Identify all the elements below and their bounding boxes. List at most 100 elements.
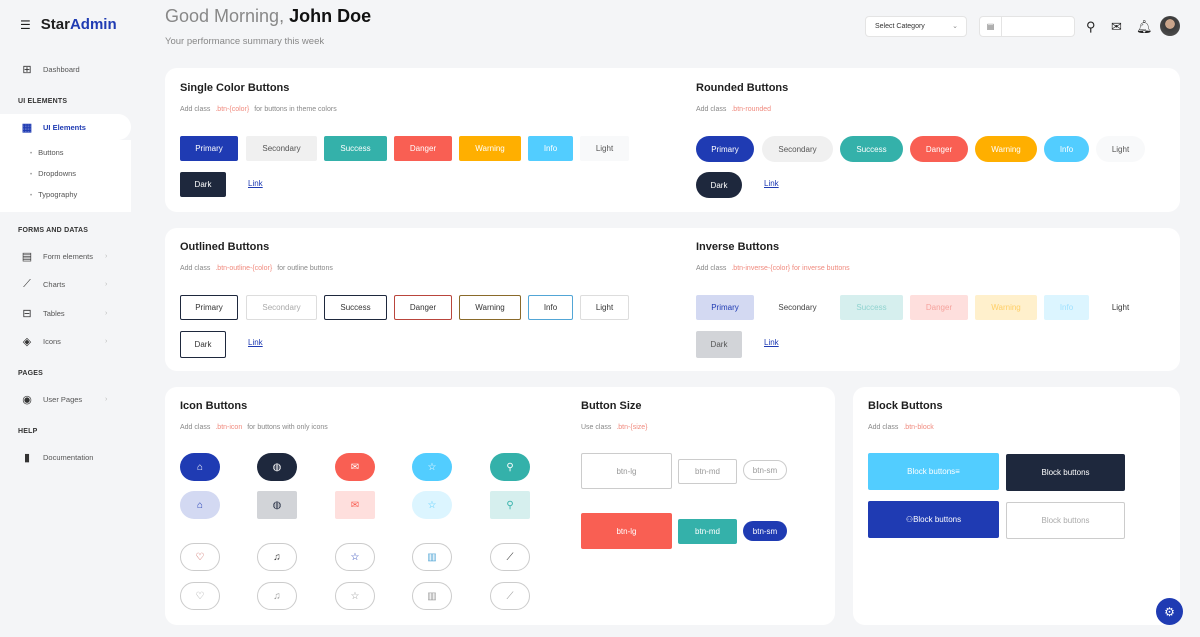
settings-gear-icon[interactable]: ⚙ [1156, 598, 1183, 625]
globe-icon-button-inverse[interactable]: ◍ [257, 491, 297, 519]
inverse-info-button[interactable]: Info [1044, 295, 1089, 320]
size-outline-btn-lg-button[interactable]: btn-lg [581, 453, 672, 489]
search-icon[interactable]: ⚲ [1086, 19, 1096, 34]
size-solid-btn-lg-button[interactable]: btn-lg [581, 513, 672, 549]
section-label: FORMS AND DATAS [18, 227, 89, 234]
sidebar-item-charts[interactable]: ⟋ Charts › [0, 271, 131, 297]
block-button-label: Block buttons [1041, 516, 1090, 525]
form-icon: ▤ [21, 250, 33, 263]
brand[interactable]: ☰ StarAdmin [20, 16, 117, 33]
solid-dark-button[interactable]: Dark [180, 172, 226, 197]
category-select[interactable]: Select Category ⌄ [865, 16, 967, 37]
map-pin-icon-button-inverse[interactable]: ⚲ [490, 491, 530, 519]
outline-danger-button[interactable]: Danger [394, 295, 452, 320]
round-danger-button[interactable]: Danger [910, 136, 968, 162]
sidebar-item-tables[interactable]: ⊟ Tables › [0, 300, 131, 326]
sidebar-item-icons[interactable]: ◈ Icons › [0, 328, 131, 354]
round-dark-button[interactable]: Dark [696, 172, 742, 198]
size-outline-btn-sm-button[interactable]: btn-sm [743, 460, 787, 480]
star-icon-button[interactable]: ☆ [335, 543, 375, 571]
size-solid-btn-sm-button[interactable]: btn-sm [743, 521, 787, 541]
inverse-light-button[interactable]: Light [1096, 295, 1145, 320]
date-picker[interactable]: ▤ [979, 16, 1075, 37]
home-icon-button[interactable]: ⌂ [180, 453, 220, 481]
date-input[interactable] [1003, 18, 1073, 35]
star-icon-button[interactable]: ☆ [412, 453, 452, 481]
block-button-3[interactable]: ⚇ Block buttons [868, 501, 999, 538]
inverse-danger-button[interactable]: Danger [910, 295, 968, 320]
music-icon-button-outline[interactable]: ♫ [257, 582, 297, 610]
round-info-button[interactable]: Info [1044, 136, 1089, 162]
solid-success-button[interactable]: Success [324, 136, 387, 161]
menu-toggle-icon[interactable]: ☰ [20, 17, 31, 32]
grid-icon: ⊞ [22, 63, 32, 76]
inverse-secondary-button[interactable]: Secondary [762, 295, 833, 320]
block-button-1[interactable]: Block buttons ≡ [868, 453, 999, 490]
submenu-item-typography[interactable]: Typography [30, 190, 77, 199]
category-select-value: Select Category [875, 23, 925, 30]
outline-secondary-button[interactable]: Secondary [246, 295, 317, 320]
submenu-item-dropdowns[interactable]: Dropdowns [30, 169, 76, 178]
globe-icon-button[interactable]: ◍ [257, 453, 297, 481]
solid-warning-button[interactable]: Warning [459, 136, 521, 161]
mail-icon[interactable]: ✉ [1111, 19, 1122, 34]
avatar[interactable] [1160, 16, 1180, 36]
outline-primary-button[interactable]: Primary [180, 295, 238, 320]
round-link-button[interactable]: Link [764, 179, 779, 188]
sidebar-item-dashboard[interactable]: ⊞ Dashboard [0, 56, 131, 82]
sidebar-item-label: Dashboard [43, 64, 80, 74]
solid-secondary-button[interactable]: Secondary [246, 136, 317, 161]
section-label: PAGES [18, 370, 43, 377]
trending-up-icon-button-outline[interactable]: ⟋ [490, 582, 530, 610]
outline-warning-button[interactable]: Warning [459, 295, 521, 320]
size-solid-btn-md-button[interactable]: btn-md [678, 518, 737, 544]
round-warning-button[interactable]: Warning [975, 136, 1037, 162]
outline-success-button[interactable]: Success [324, 295, 387, 320]
outline-link-button[interactable]: Link [248, 338, 263, 347]
sidebar-item-user-pages[interactable]: ◉ User Pages › [0, 386, 131, 412]
mail-icon-button[interactable]: ✉ [335, 453, 375, 481]
home-icon-button-inverse[interactable]: ⌂ [180, 491, 220, 519]
solid-link-button[interactable]: Link [248, 179, 263, 188]
bar-chart-icon-button-outline[interactable]: ▥ [412, 582, 452, 610]
inverse-success-button[interactable]: Success [840, 295, 903, 320]
star-icon-button-outline[interactable]: ☆ [335, 582, 375, 610]
inverse-dark-button[interactable]: Dark [696, 331, 742, 358]
trending-up-icon-button[interactable]: ⟋ [490, 543, 530, 571]
chevron-right-icon: › [105, 395, 108, 403]
card-description: Use class .btn-{size} [581, 424, 652, 431]
outline-info-button[interactable]: Info [528, 295, 573, 320]
round-success-button[interactable]: Success [840, 136, 903, 162]
solid-info-button[interactable]: Info [528, 136, 573, 161]
bell-icon[interactable]: 🔔︎ [1136, 19, 1153, 34]
music-icon-button[interactable]: ♫ [257, 543, 297, 571]
submenu-item-buttons[interactable]: Buttons [30, 148, 63, 157]
outline-light-button[interactable]: Light [580, 295, 629, 320]
block-button-label: Block buttons [1041, 468, 1090, 477]
heart-icon-button[interactable]: ♡ [180, 543, 220, 571]
heart-icon-button-outline[interactable]: ♡ [180, 582, 220, 610]
mail-icon-button-inverse[interactable]: ✉ [335, 491, 375, 519]
round-primary-button[interactable]: Primary [696, 136, 754, 162]
layout-icon: ▦ [21, 121, 33, 134]
round-secondary-button[interactable]: Secondary [762, 136, 833, 162]
block-button-2[interactable]: Block buttons [1006, 454, 1125, 491]
map-pin-icon-button[interactable]: ⚲ [490, 453, 530, 481]
inverse-primary-button[interactable]: Primary [696, 295, 754, 320]
sidebar-item-ui-elements[interactable]: ▦ UI Elements [0, 114, 131, 140]
outline-dark-button[interactable]: Dark [180, 331, 226, 358]
block-button-4[interactable]: Block buttons [1006, 502, 1125, 539]
chevron-down-icon: ⌄ [952, 23, 958, 30]
bar-chart-icon-button[interactable]: ▥ [412, 543, 452, 571]
round-light-button[interactable]: Light [1096, 136, 1145, 162]
sidebar-item-documentation[interactable]: ▮ Documentation [0, 444, 131, 470]
sidebar-item-form-elements[interactable]: ▤ Form elements › [0, 243, 131, 269]
solid-danger-button[interactable]: Danger [394, 136, 452, 161]
sidebar: ☰ StarAdmin ⊞ Dashboard UI ELEMENTS ▦ UI El… [0, 0, 150, 637]
star-icon-button-inverse[interactable]: ☆ [412, 491, 452, 519]
solid-light-button[interactable]: Light [580, 136, 629, 161]
inverse-warning-button[interactable]: Warning [975, 295, 1037, 320]
solid-primary-button[interactable]: Primary [180, 136, 238, 161]
inverse-link-button[interactable]: Link [764, 338, 779, 347]
size-outline-btn-md-button[interactable]: btn-md [678, 458, 737, 484]
